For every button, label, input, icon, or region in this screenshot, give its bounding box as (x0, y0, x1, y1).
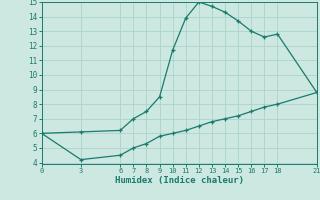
X-axis label: Humidex (Indice chaleur): Humidex (Indice chaleur) (115, 176, 244, 185)
